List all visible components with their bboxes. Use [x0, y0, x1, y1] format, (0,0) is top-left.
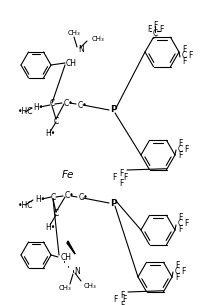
- Text: H•: H•: [35, 195, 45, 203]
- Text: CH₃: CH₃: [92, 36, 105, 42]
- Text: C: C: [174, 267, 180, 275]
- Text: F: F: [188, 52, 192, 60]
- Text: H•: H•: [45, 223, 55, 231]
- Text: •HC: •HC: [18, 107, 33, 117]
- Text: C: C: [53, 117, 59, 125]
- Text: F: F: [181, 267, 185, 275]
- Text: F: F: [178, 138, 182, 148]
- Text: CH₃: CH₃: [68, 30, 80, 36]
- Text: C: C: [49, 99, 55, 109]
- Text: C: C: [181, 52, 187, 60]
- Text: C•: C•: [79, 193, 89, 203]
- Text: F: F: [147, 26, 151, 34]
- Text: C: C: [177, 145, 183, 153]
- Text: C: C: [53, 210, 59, 218]
- Text: P: P: [110, 106, 116, 114]
- Text: F: F: [178, 150, 182, 160]
- Text: N: N: [74, 267, 80, 275]
- Text: F: F: [182, 58, 186, 66]
- Text: F: F: [123, 174, 127, 182]
- Text: F: F: [178, 225, 182, 235]
- Text: F: F: [153, 20, 157, 30]
- Text: •: •: [51, 198, 55, 203]
- Text: F: F: [120, 300, 124, 305]
- Text: C: C: [152, 28, 158, 38]
- Text: •HC: •HC: [18, 200, 33, 210]
- Text: CH: CH: [61, 253, 72, 261]
- Text: CH₃: CH₃: [84, 283, 97, 289]
- Text: P: P: [110, 199, 116, 207]
- Polygon shape: [67, 241, 75, 254]
- Text: F: F: [182, 45, 186, 55]
- Text: •: •: [50, 99, 54, 103]
- Text: F: F: [122, 296, 126, 304]
- Text: CH₃: CH₃: [59, 285, 71, 291]
- Text: C•: C•: [78, 101, 88, 109]
- Text: F: F: [112, 174, 116, 182]
- Text: C•: C•: [65, 192, 75, 200]
- Text: F: F: [178, 214, 182, 223]
- Text: H•: H•: [45, 130, 55, 138]
- Text: C: C: [50, 192, 56, 202]
- Text: F: F: [159, 26, 163, 34]
- Text: F: F: [184, 145, 188, 153]
- Text: F: F: [113, 296, 117, 304]
- Text: C: C: [177, 220, 183, 228]
- Text: H•: H•: [33, 102, 43, 112]
- Text: CH: CH: [66, 59, 77, 67]
- Text: Fe: Fe: [62, 170, 74, 180]
- Text: F: F: [184, 220, 188, 228]
- Text: F: F: [119, 168, 123, 178]
- Text: N: N: [78, 45, 84, 53]
- Text: F: F: [120, 290, 124, 300]
- Text: F: F: [119, 178, 123, 188]
- Text: C•: C•: [64, 99, 74, 107]
- Text: F: F: [175, 272, 179, 282]
- Text: F: F: [175, 260, 179, 270]
